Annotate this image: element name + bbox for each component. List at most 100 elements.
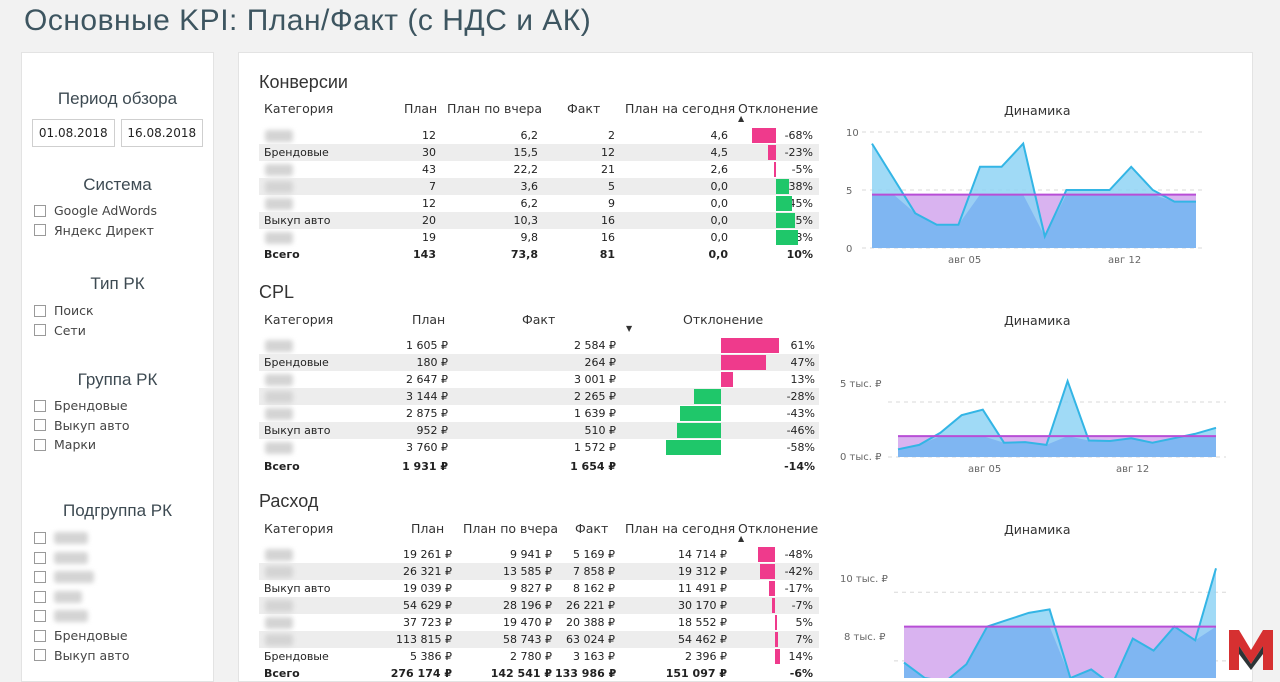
- checkbox-box[interactable]: [34, 305, 46, 317]
- table-row[interactable]: 3 144 ₽2 265 ₽-28%: [259, 388, 819, 405]
- checkbox-label: Выкуп авто: [54, 418, 130, 433]
- plan-today-cell: 14 714 ₽: [657, 548, 727, 561]
- redacted-category: [265, 374, 293, 386]
- redacted-label: [54, 591, 82, 603]
- col-header-plan[interactable]: План: [404, 101, 437, 116]
- col-header-plan[interactable]: План: [412, 312, 445, 327]
- table-row[interactable]: 2 875 ₽1 639 ₽-43%: [259, 405, 819, 422]
- checkbox-box[interactable]: [34, 400, 46, 412]
- plan-today-cell: 2,6: [678, 163, 728, 176]
- plan-yesterday-cell: 19 470 ₽: [482, 616, 552, 629]
- checkbox-box[interactable]: [34, 324, 46, 336]
- table-row[interactable]: 37 723 ₽19 470 ₽20 388 ₽18 552 ₽5%: [259, 614, 819, 631]
- sort-asc-icon[interactable]: ▲: [738, 114, 744, 123]
- table-row[interactable]: 113 815 ₽58 743 ₽63 024 ₽54 462 ₽7%: [259, 631, 819, 648]
- checkbox-box[interactable]: [34, 224, 46, 236]
- deviation-cell: -43%: [775, 407, 815, 420]
- deviation-bar: [772, 598, 775, 613]
- redacted-category: [265, 340, 293, 352]
- y-tick-label: 8 тыс. ₽: [844, 632, 886, 643]
- col-header-plan-yesterday[interactable]: План по вчера: [447, 101, 542, 116]
- checkbox-box[interactable]: [34, 649, 46, 661]
- checkbox-label: Поиск: [54, 303, 94, 318]
- redacted-label: [54, 532, 88, 544]
- col-header-category[interactable]: Категория: [264, 521, 333, 536]
- checkbox-group-brands[interactable]: Марки: [22, 435, 213, 455]
- col-header-deviation[interactable]: Отклонение: [683, 312, 763, 327]
- fact-cell: 9: [575, 197, 615, 210]
- plan-today-cell: 11 491 ₽: [657, 582, 727, 595]
- checkbox-subgroup-brand[interactable]: Брендовые: [22, 626, 213, 646]
- col-header-deviation[interactable]: Отклонение: [738, 101, 818, 116]
- col-header-plan-today[interactable]: План на сегодня: [625, 101, 735, 116]
- checkbox-box[interactable]: [34, 205, 46, 217]
- col-header-category[interactable]: Категория: [264, 101, 333, 116]
- col-header-deviation[interactable]: Отклонение: [738, 521, 818, 536]
- col-header-plan[interactable]: План: [411, 521, 444, 536]
- plan-yesterday-cell: 9,8: [478, 231, 538, 244]
- checkbox-type-search[interactable]: Поиск: [22, 301, 213, 321]
- plan-cell: 43: [396, 163, 436, 176]
- checkbox-subgroup[interactable]: [22, 529, 213, 549]
- sort-desc-icon[interactable]: ▼: [626, 324, 632, 333]
- table-row[interactable]: 19 261 ₽9 941 ₽5 169 ₽14 714 ₽-48%: [259, 546, 819, 563]
- plan-today-cell: 0,0: [678, 231, 728, 244]
- checkbox-group-buyout[interactable]: Выкуп авто: [22, 416, 213, 436]
- sort-asc-icon[interactable]: ▲: [738, 534, 744, 543]
- col-header-fact[interactable]: Факт: [567, 101, 600, 116]
- table-row[interactable]: 3 760 ₽1 572 ₽-58%: [259, 439, 819, 456]
- checkbox-box[interactable]: [34, 610, 46, 622]
- checkbox-label: Выкуп авто: [54, 648, 130, 663]
- checkbox-subgroup[interactable]: [22, 607, 213, 627]
- plan-cell: 20: [396, 214, 436, 227]
- table-row[interactable]: 2 647 ₽3 001 ₽13%: [259, 371, 819, 388]
- date-to-input[interactable]: 16.08.2018: [121, 119, 204, 147]
- col-header-fact[interactable]: Факт: [575, 521, 608, 536]
- checkbox-system-google[interactable]: Google AdWords: [22, 201, 213, 221]
- checkbox-box[interactable]: [34, 552, 46, 564]
- fact-cell: 133 986 ₽: [555, 667, 615, 680]
- table-row[interactable]: 1 605 ₽2 584 ₽61%: [259, 337, 819, 354]
- checkbox-system-yandex[interactable]: Яндекс Директ: [22, 221, 213, 241]
- checkbox-subgroup[interactable]: [22, 548, 213, 568]
- plan-today-cell: 18 552 ₽: [657, 616, 727, 629]
- table-row[interactable]: 26 321 ₽13 585 ₽7 858 ₽19 312 ₽-42%: [259, 563, 819, 580]
- checkbox-box[interactable]: [34, 630, 46, 642]
- checkbox-type-networks[interactable]: Сети: [22, 321, 213, 341]
- checkbox-box[interactable]: [34, 571, 46, 583]
- col-header-fact[interactable]: Факт: [522, 312, 555, 327]
- col-header-category[interactable]: Категория: [264, 312, 333, 327]
- fact-cell: 510 ₽: [546, 424, 616, 437]
- deviation-cell: -42%: [773, 565, 813, 578]
- table-row[interactable]: 54 629 ₽28 196 ₽26 221 ₽30 170 ₽-7%: [259, 597, 819, 614]
- redacted-category: [265, 600, 293, 612]
- checkbox-subgroup[interactable]: [22, 568, 213, 588]
- checkbox-group-brand[interactable]: Брендовые: [22, 396, 213, 416]
- date-from-input[interactable]: 01.08.2018: [32, 119, 115, 147]
- checkbox-box[interactable]: [34, 591, 46, 603]
- checkbox-subgroup[interactable]: [22, 587, 213, 607]
- deviation-bar: [774, 162, 776, 177]
- checkbox-box[interactable]: [34, 439, 46, 451]
- col-header-plan-today[interactable]: План на сегодня: [625, 521, 735, 536]
- period-title: Период обзора: [22, 89, 213, 109]
- checkbox-box[interactable]: [34, 532, 46, 544]
- x-tick-label: авг 05: [968, 464, 1001, 475]
- plan-cell: 7: [396, 180, 436, 193]
- col-header-plan-yesterday[interactable]: План по вчера: [463, 521, 558, 536]
- checkbox-subgroup-buyout[interactable]: Выкуп авто: [22, 646, 213, 666]
- plan-yesterday-cell: 9 827 ₽: [482, 582, 552, 595]
- checkbox-box[interactable]: [34, 419, 46, 431]
